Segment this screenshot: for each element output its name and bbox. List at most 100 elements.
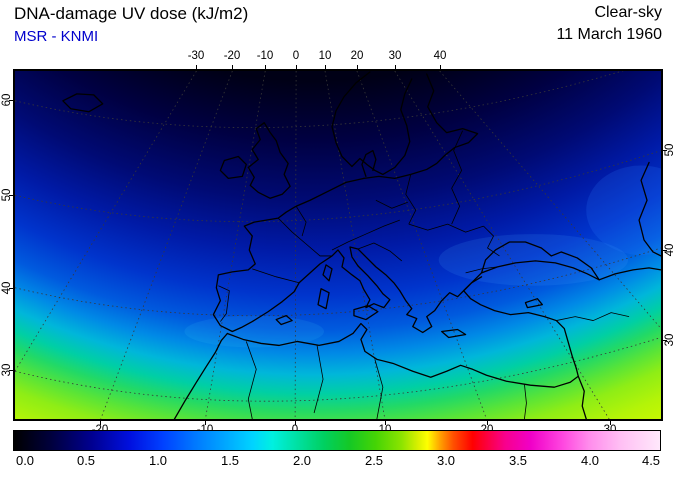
axis-tick-mark [610, 421, 611, 425]
coastline-path [226, 322, 579, 388]
colorbar-tick-label: 1.0 [148, 453, 168, 468]
meridian-line [356, 71, 487, 419]
border-path [313, 345, 324, 414]
axis-tick-mark [663, 250, 667, 251]
axis-tick-mark [9, 195, 13, 196]
border-path [218, 285, 230, 322]
colorbar-tick-label: 3.5 [508, 453, 528, 468]
axis-tick-mark [487, 421, 488, 425]
colorbar-tick-label: 0.0 [15, 453, 35, 468]
border-path [483, 225, 500, 257]
coastline-path [247, 122, 291, 199]
coastline-path [577, 375, 587, 419]
colorbar-tick-label: 1.5 [220, 453, 240, 468]
data-source-label: MSR - KNMI [14, 28, 99, 45]
lon-tick-label-top: -30 [187, 50, 205, 62]
border-path [408, 223, 484, 233]
axis-tick-mark [357, 65, 358, 69]
coastline-path [524, 298, 544, 309]
lat-tick-label-left: 30 [1, 363, 13, 377]
coastline-path [353, 305, 379, 321]
coastline-path [351, 78, 413, 176]
lon-tick-label-top: 40 [433, 50, 447, 62]
lon-tick-label-top: 10 [318, 50, 332, 62]
axis-tick-mark [9, 370, 13, 371]
meridian-line [324, 71, 386, 419]
border-path [374, 359, 384, 419]
axis-tick-mark [296, 65, 297, 69]
border-path [405, 174, 417, 225]
border-path [245, 341, 257, 419]
coastline-path [638, 161, 661, 257]
lon-tick-label-top: -10 [256, 50, 274, 62]
map-panel [13, 69, 663, 421]
date-label: 11 March 1960 [556, 26, 662, 43]
coastline-path [480, 241, 600, 281]
axis-tick-mark [100, 421, 101, 425]
border-path [375, 199, 408, 209]
coastline-path [598, 267, 661, 281]
border-path [252, 268, 300, 284]
lat-tick-label-left: 40 [1, 281, 13, 295]
border-path [277, 217, 333, 257]
lon-tick-label-top: 0 [292, 50, 300, 62]
colorbar-tick-label: 4.5 [641, 453, 661, 468]
border-path [295, 206, 307, 237]
border-path [524, 384, 527, 419]
coastline-path [462, 276, 577, 369]
meridian-line [205, 71, 266, 419]
page-title: DNA-damage UV dose (kJ/m2) [14, 4, 249, 23]
axis-tick-mark [205, 421, 206, 425]
border-path [331, 219, 400, 251]
axis-tick-mark [265, 65, 266, 69]
axis-tick-mark [295, 421, 296, 425]
lat-tick-label-right: 40 [664, 243, 676, 257]
coastline-path [219, 155, 247, 180]
coastline-path [331, 71, 371, 168]
coastline-path [363, 73, 479, 180]
coastline-path [62, 93, 104, 113]
country-borders [218, 130, 630, 419]
colorbar-tick-label: 3.0 [436, 453, 456, 468]
coastline-path [275, 314, 293, 326]
lat-tick-label-right: 50 [664, 143, 676, 157]
axis-tick-mark [663, 150, 667, 151]
meridian-line [15, 71, 197, 372]
border-path [465, 266, 498, 274]
coastline-path [480, 260, 600, 281]
colorbar-tick-label: 2.0 [292, 453, 312, 468]
coastline-path [361, 149, 377, 178]
lon-tick-label-top: 30 [388, 50, 402, 62]
axis-tick-mark [385, 421, 386, 425]
axis-tick-mark [232, 65, 233, 69]
lat-tick-label-left: 60 [1, 93, 13, 107]
lat-tick-label-left: 50 [1, 188, 13, 202]
axis-tick-mark [395, 65, 396, 69]
border-path [357, 242, 403, 262]
coastline-path [317, 288, 330, 310]
sky-condition-label: Clear-sky [594, 4, 662, 21]
colorbar-tick-label: 2.5 [364, 453, 384, 468]
axis-tick-mark [9, 288, 13, 289]
axis-tick-mark [325, 65, 326, 69]
meridian-line [100, 71, 233, 419]
lon-tick-label-top: -20 [223, 50, 241, 62]
border-path [556, 312, 630, 321]
axis-tick-mark [9, 100, 13, 101]
meridian-line [439, 71, 661, 330]
lon-tick-label-top: 20 [350, 50, 364, 62]
colorbar [13, 430, 661, 451]
coastlines [62, 71, 661, 419]
coastline-path [322, 264, 333, 282]
lat-tick-label-right: 30 [664, 333, 676, 347]
colorbar-tick-label: 0.5 [76, 453, 96, 468]
axis-tick-mark [663, 340, 667, 341]
axis-tick-mark [196, 65, 197, 69]
uv-map [15, 71, 661, 419]
colorbar-tick-label: 4.0 [580, 453, 600, 468]
coastline-path [441, 328, 467, 339]
axis-tick-mark [440, 65, 441, 69]
coastline-path [212, 177, 483, 334]
coastline-path [173, 332, 228, 419]
